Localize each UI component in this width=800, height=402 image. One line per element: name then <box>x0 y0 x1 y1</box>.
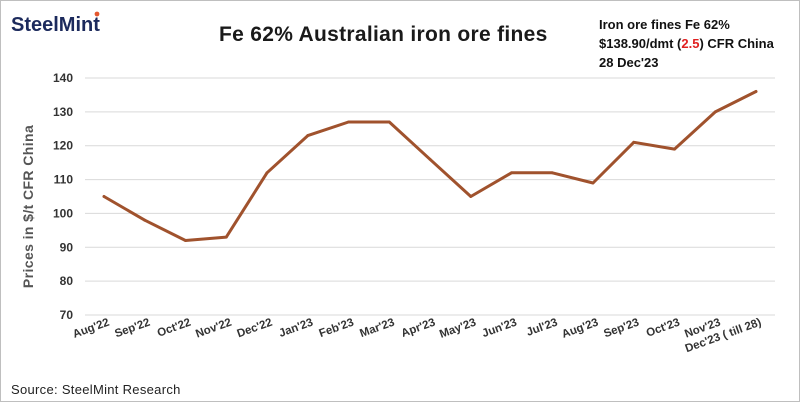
price-product: Iron ore fines Fe 62% <box>599 17 730 32</box>
x-tick-label: Jul'23 <box>525 317 559 339</box>
y-tick-label: 90 <box>60 240 74 254</box>
price-value-line: $138.90/dmt (2.5) CFR China <box>599 34 774 53</box>
data-point <box>673 147 676 151</box>
x-tick-label: May'23 <box>438 317 478 341</box>
logo-text: SteelMint <box>11 14 100 36</box>
source-note: Source: SteelMint Research <box>11 382 181 397</box>
x-tick-label: Nov'22 <box>194 317 233 341</box>
chart-title: Fe 62% Australian iron ore fines <box>219 23 548 46</box>
y-tick-label: 130 <box>53 105 73 119</box>
data-point <box>550 171 554 175</box>
data-point <box>632 140 636 144</box>
y-axis-label: Prices in $/t CFR China <box>20 125 36 288</box>
price-callout: Iron ore fines Fe 62% $138.90/dmt (2.5) … <box>599 15 774 72</box>
x-tick-label: Oct'22 <box>156 317 193 340</box>
y-tick-label: 80 <box>60 274 74 288</box>
y-tick-label: 70 <box>60 308 74 322</box>
line-chart: 70 80 90 100 110 120 130 140 Prices in $/t CFR C… <box>20 71 775 355</box>
data-point <box>306 134 310 137</box>
x-tick-label: Jun'23 <box>481 317 519 341</box>
x-tick-label: Feb'23 <box>318 317 356 341</box>
x-tick-label: Oct'23 <box>645 317 682 340</box>
x-tick-label: Aug'22 <box>71 317 111 341</box>
price-value: $138.90/dmt ( <box>599 36 682 51</box>
data-point <box>224 235 228 239</box>
x-tick-label: Aug'23 <box>560 317 600 341</box>
x-tick-label: Sep'22 <box>113 317 152 341</box>
data-point <box>387 120 391 124</box>
data-point <box>102 195 106 198</box>
x-tick-label: Jan'23 <box>277 317 314 340</box>
y-tick-label: 120 <box>53 139 73 153</box>
x-tick-label: Apr'23 <box>400 317 437 340</box>
x-tick-label: Dec'22 <box>236 317 275 341</box>
price-date: 28 Dec'23 <box>599 55 659 70</box>
data-point <box>428 157 432 161</box>
data-point <box>469 195 473 198</box>
logo-dot-icon <box>94 11 100 17</box>
data-point <box>265 171 269 175</box>
data-point <box>184 239 187 242</box>
price-change: 2.5 <box>681 36 700 51</box>
data-point <box>754 90 758 93</box>
y-tick-label: 100 <box>53 206 73 220</box>
y-tick-label: 110 <box>54 173 74 187</box>
steelmint-logo: SteelMint <box>11 11 100 36</box>
x-tick-label: Sep'23 <box>602 317 641 341</box>
y-tick-label: 140 <box>53 71 73 85</box>
data-point <box>713 110 717 114</box>
data-point <box>143 218 147 222</box>
data-point <box>347 120 350 124</box>
data-point <box>510 171 513 175</box>
price-basis: ) CFR China <box>699 36 774 51</box>
series-line <box>102 90 758 242</box>
data-point <box>591 181 595 185</box>
x-tick-label: Mar'23 <box>358 317 396 341</box>
